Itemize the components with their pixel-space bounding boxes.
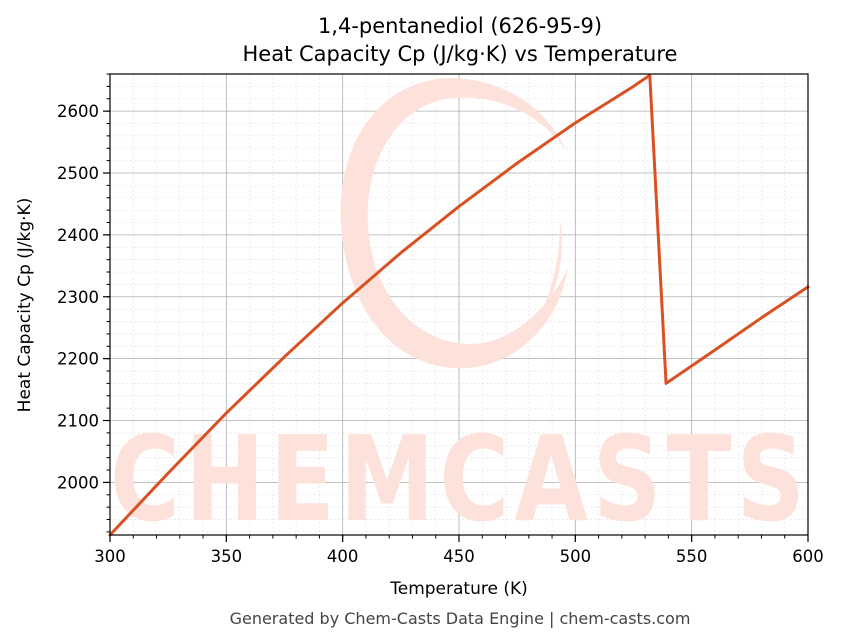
series-layer [108, 73, 810, 537]
y-tick-label: 2200 [57, 350, 99, 369]
watermark: CHEMCASTS [110, 78, 810, 548]
chart-title: 1,4-pentanediol (626-95-9) [318, 14, 602, 38]
y-tick-label: 2400 [57, 226, 99, 245]
chart-subtitle: Heat Capacity Cp (J/kg·K) vs Temperature [243, 42, 678, 66]
y-tick-label: 2000 [57, 473, 99, 492]
x-tick-label: 350 [211, 547, 243, 566]
x-tick-label: 550 [676, 547, 708, 566]
x-tick-label: 500 [560, 547, 592, 566]
y-axis-label: Heat Capacity Cp (J/kg·K) [15, 198, 35, 413]
series-line [108, 73, 810, 537]
y-axis: 2000 2100 2200 2300 2400 2500 2600 [57, 73, 110, 533]
watermark-logo-swirl [340, 78, 568, 369]
y-tick-label: 2300 [57, 288, 99, 307]
x-tick-label: 300 [94, 547, 126, 566]
x-tick-label: 600 [792, 547, 824, 566]
footer-credit: Generated by Chem-Casts Data Engine | ch… [230, 609, 691, 628]
y-tick-label: 2500 [57, 164, 99, 183]
y-tick-label: 2600 [57, 102, 99, 121]
x-tick-label: 400 [327, 547, 359, 566]
x-axis: 300 350 400 450 500 550 600 [94, 535, 824, 566]
x-tick-label: 450 [443, 547, 475, 566]
watermark-swirl-tail [532, 220, 562, 330]
x-axis-label: Temperature (K) [389, 579, 528, 599]
y-tick-label: 2100 [57, 412, 99, 431]
watermark-text: CHEMCASTS [110, 410, 810, 548]
